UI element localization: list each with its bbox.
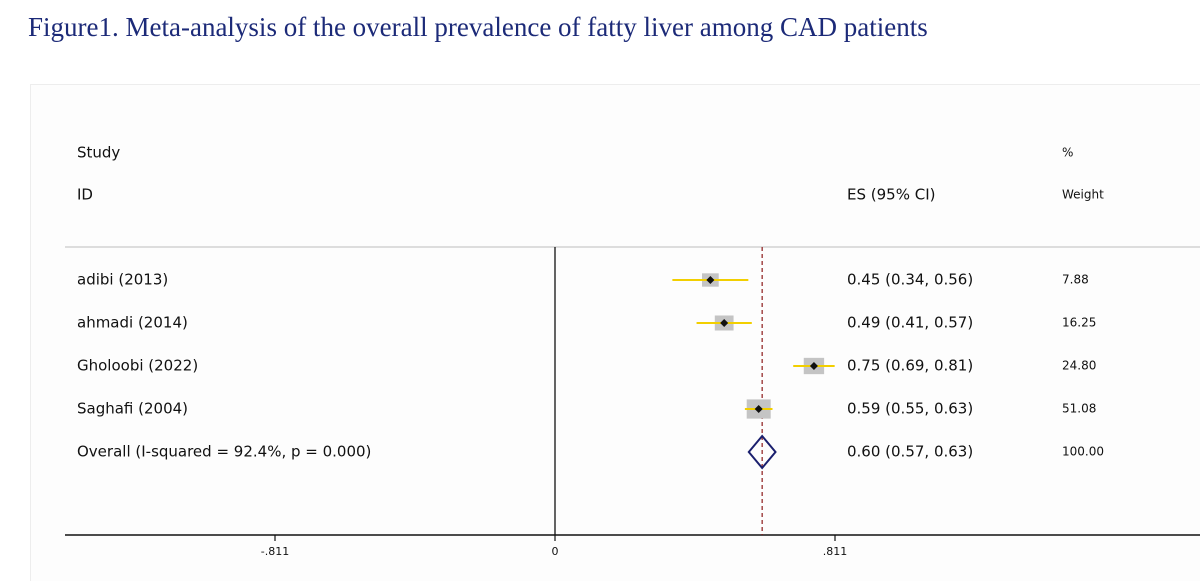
point-estimate — [706, 276, 715, 284]
study-weight: 51.08 — [1062, 402, 1096, 416]
header-percent: % — [1062, 146, 1073, 160]
study-es-ci: 0.75 (0.69, 0.81) — [847, 357, 973, 375]
overall-label: Overall (I-squared = 92.4%, p = 0.000) — [77, 443, 371, 461]
header-es: ES (95% CI) — [847, 186, 935, 204]
study-es-ci: 0.49 (0.41, 0.57) — [847, 314, 973, 332]
x-tick-label: 0 — [552, 545, 559, 558]
study-es-ci: 0.45 (0.34, 0.56) — [847, 271, 973, 289]
point-estimate — [754, 405, 763, 413]
forest-plot: Study ID ES (95% CI)% Weight -.811 0 .811 adibi… — [65, 144, 1200, 558]
study-weight: 24.80 — [1062, 359, 1096, 373]
study-weight: 7.88 — [1062, 273, 1089, 287]
header-id: ID — [77, 186, 93, 204]
forest-plot-panel: Study ID ES (95% CI)% Weight -.811 0 .811 adibi… — [30, 84, 1200, 581]
study-es-ci: 0.59 (0.55, 0.63) — [847, 400, 973, 418]
header-weight: Weight — [1062, 188, 1104, 202]
x-tick-label: .811 — [823, 545, 848, 558]
study-label: ahmadi (2014) — [77, 314, 188, 332]
header-study: Study — [77, 144, 120, 162]
point-estimate — [809, 362, 818, 370]
study-label: adibi (2013) — [77, 271, 168, 289]
overall-diamond — [747, 434, 777, 470]
x-tick-label: -.811 — [261, 545, 289, 558]
overall-weight: 100.00 — [1062, 445, 1104, 459]
figure-caption: Figure1. Meta-analysis of the overall pr… — [28, 12, 928, 42]
overall-es-ci: 0.60 (0.57, 0.63) — [847, 443, 973, 461]
point-estimate — [720, 319, 729, 327]
study-label: Gholoobi (2022) — [77, 357, 198, 375]
study-weight: 16.25 — [1062, 316, 1096, 330]
study-label: Saghafi (2004) — [77, 400, 188, 418]
